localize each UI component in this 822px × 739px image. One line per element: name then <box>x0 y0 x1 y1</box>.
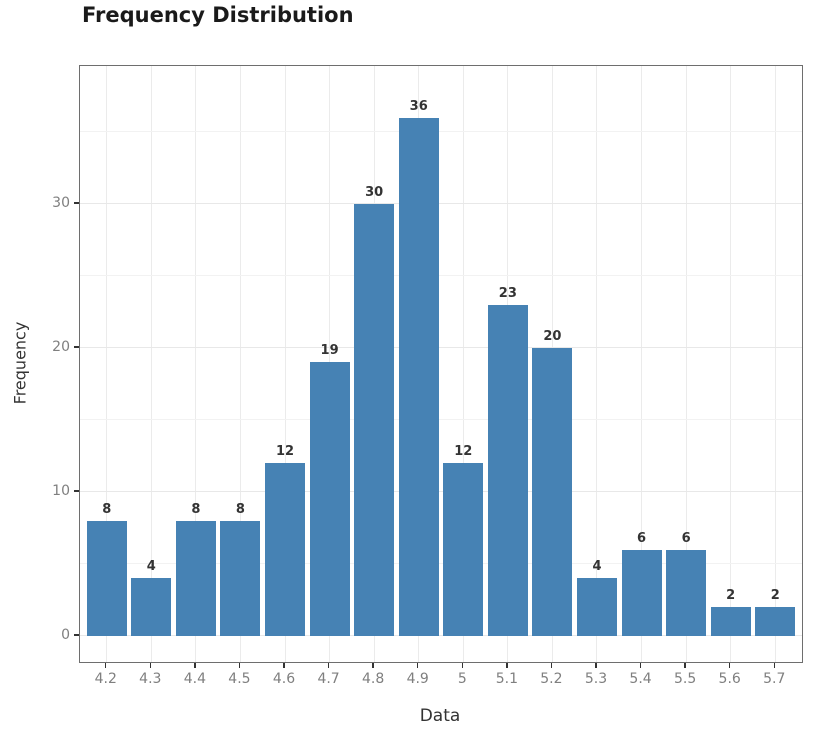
bar <box>666 549 707 636</box>
bar-value-label: 12 <box>275 444 295 460</box>
horizontal-minor-gridline <box>80 131 802 132</box>
x-tick-label: 5.5 <box>673 671 697 687</box>
bar-value-label: 4 <box>592 559 602 575</box>
bar-value-label: 6 <box>681 530 691 546</box>
y-axis-title: Frequency <box>10 321 30 405</box>
x-tick-mark <box>238 663 241 668</box>
horizontal-major-gridline <box>80 347 802 348</box>
vertical-gridline <box>596 66 598 662</box>
y-tick-label: 10 <box>52 483 70 499</box>
horizontal-major-gridline <box>80 635 802 636</box>
vertical-gridline <box>774 66 776 662</box>
x-tick-label: 4.5 <box>228 671 251 687</box>
bar-value-label: 8 <box>235 501 245 517</box>
bar <box>621 549 662 636</box>
vertical-gridline <box>284 66 286 662</box>
vertical-gridline <box>730 66 732 662</box>
x-tick-mark <box>461 663 464 668</box>
vertical-gridline <box>641 66 643 662</box>
x-tick-label: 5.3 <box>584 671 608 687</box>
x-tick-label: 4.6 <box>272 671 296 687</box>
vertical-gridline <box>195 66 197 662</box>
y-tick-mark <box>74 490 79 492</box>
x-tick-mark <box>194 663 196 668</box>
x-tick-label: 4.3 <box>139 671 162 687</box>
bar-value-label: 4 <box>146 559 156 575</box>
horizontal-minor-gridline <box>80 563 802 564</box>
x-tick-label: 5.6 <box>718 671 741 687</box>
x-tick-mark <box>416 663 419 668</box>
y-tick-label: 0 <box>61 627 70 643</box>
vertical-gridline <box>106 66 108 662</box>
bar <box>487 304 528 636</box>
x-tick-mark <box>684 663 686 668</box>
x-tick-label: 5.2 <box>540 671 563 687</box>
x-tick-label: 5 <box>457 671 467 687</box>
x-tick-label: 4.8 <box>362 671 385 687</box>
horizontal-minor-gridline <box>80 419 802 420</box>
vertical-gridline <box>239 66 241 662</box>
x-tick-mark <box>550 663 553 668</box>
bar <box>175 520 216 636</box>
bar-value-label: 8 <box>102 501 112 517</box>
bar <box>443 463 484 636</box>
y-tick-label: 30 <box>52 195 70 211</box>
bar-value-label: 20 <box>543 329 562 344</box>
x-tick-label: 5.4 <box>629 671 652 687</box>
bar <box>532 348 573 636</box>
x-axis-title: Data <box>419 706 461 726</box>
x-tick-mark <box>639 663 642 668</box>
bar-value-label: 2 <box>770 588 780 604</box>
bar <box>264 463 306 636</box>
x-tick-label: 4.2 <box>94 671 117 687</box>
vertical-gridline <box>150 66 152 662</box>
y-tick-mark <box>74 202 79 204</box>
plot-panel: 8 4 8 8 12 19 30 36 12 23 20 4 6 6 2 2 <box>79 65 803 663</box>
x-tick-label: 5.7 <box>763 671 786 687</box>
bar <box>755 607 796 636</box>
x-tick-mark <box>595 663 597 668</box>
y-tick-mark <box>74 634 79 636</box>
bar-value-label: 23 <box>498 285 517 301</box>
x-tick-mark <box>149 663 152 668</box>
x-tick-mark <box>283 663 285 668</box>
horizontal-major-gridline <box>80 203 802 204</box>
vertical-gridline <box>462 66 464 662</box>
vertical-gridline <box>685 66 687 662</box>
y-tick-label: 20 <box>52 339 70 355</box>
chart-title: Frequency Distribution <box>82 3 354 27</box>
y-tick-mark <box>74 346 79 348</box>
bar <box>576 578 618 636</box>
bar-value-label: 12 <box>454 444 473 460</box>
x-tick-mark <box>327 663 330 668</box>
bar-value-label: 19 <box>320 343 339 359</box>
bar <box>398 117 439 636</box>
bar <box>220 520 261 636</box>
x-tick-label: 4.4 <box>183 671 207 687</box>
bar <box>131 578 172 636</box>
bar <box>354 204 395 636</box>
bar <box>309 362 350 636</box>
horizontal-major-gridline <box>80 491 802 492</box>
bar <box>86 520 127 636</box>
x-tick-mark <box>773 663 775 668</box>
bar-value-label: 8 <box>191 501 201 517</box>
x-tick-mark <box>104 663 107 668</box>
bar-value-label: 36 <box>409 98 428 114</box>
horizontal-minor-gridline <box>80 275 802 276</box>
x-tick-label: 4.7 <box>317 671 340 687</box>
x-tick-mark <box>372 663 374 668</box>
bar <box>710 607 751 636</box>
x-tick-mark <box>728 663 731 668</box>
x-tick-mark <box>506 663 508 668</box>
bar-value-label: 30 <box>365 185 384 200</box>
bar-value-label: 2 <box>726 588 736 604</box>
x-tick-label: 5.1 <box>495 671 518 687</box>
bar-value-label: 6 <box>637 530 647 546</box>
x-tick-label: 4.9 <box>406 671 429 687</box>
